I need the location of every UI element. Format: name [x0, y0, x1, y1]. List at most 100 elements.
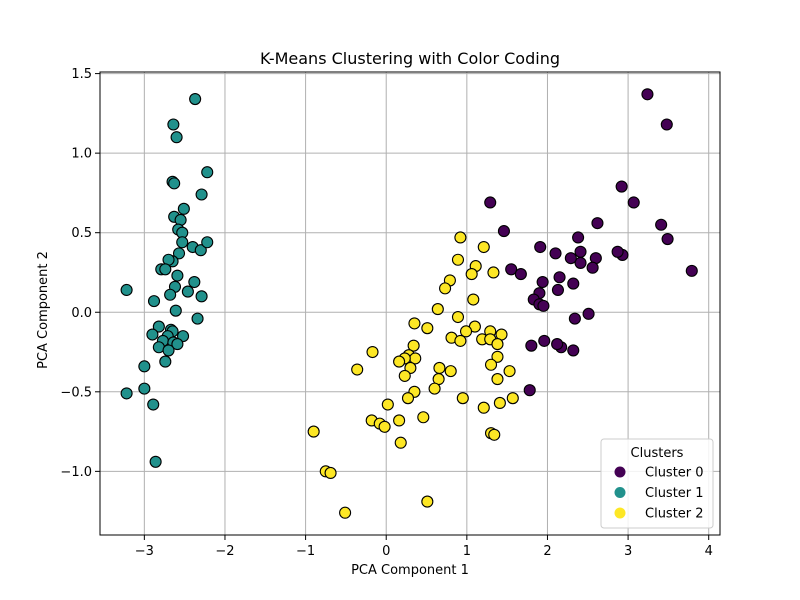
data-point — [421, 495, 434, 508]
data-point — [401, 392, 415, 405]
data-point — [194, 244, 207, 257]
x-tick-label: 1 — [463, 544, 471, 559]
data-point — [381, 398, 394, 411]
x-tick-label: 3 — [624, 544, 632, 559]
data-point — [398, 369, 411, 382]
data-point — [574, 256, 587, 269]
data-point — [159, 263, 172, 276]
data-point — [169, 304, 182, 317]
legend-items: Cluster 0 Cluster 1 Cluster 2 — [614, 466, 704, 522]
data-point — [465, 268, 478, 281]
data-point — [572, 231, 585, 244]
series-cluster-2 — [307, 231, 519, 519]
data-point — [201, 166, 214, 179]
data-point — [393, 414, 406, 427]
data-point — [176, 236, 189, 249]
data-point — [181, 285, 194, 298]
y-tick-label: 0.5 — [71, 226, 92, 241]
data-point — [171, 269, 184, 282]
data-point — [551, 283, 564, 297]
data-point — [564, 252, 577, 265]
data-point — [655, 218, 668, 231]
data-point — [488, 428, 501, 441]
data-point — [167, 118, 180, 131]
data-point — [491, 338, 504, 351]
data-point — [537, 299, 550, 312]
x-tick-label: −3 — [135, 544, 154, 559]
chart-title: K-Means Clustering with Color Coding — [260, 49, 560, 68]
data-point — [149, 455, 162, 468]
data-point — [431, 303, 444, 316]
data-point — [493, 396, 506, 409]
data-point — [538, 334, 551, 347]
data-point — [120, 387, 133, 400]
data-point — [171, 338, 184, 351]
x-tick-label: 2 — [543, 544, 551, 559]
data-point — [172, 247, 186, 260]
x-tick-label: −2 — [215, 544, 234, 559]
data-point — [162, 344, 175, 357]
data-point — [497, 225, 510, 238]
legend-box — [600, 438, 714, 529]
data-point — [195, 290, 208, 303]
data-point — [454, 231, 467, 244]
data-point — [615, 180, 628, 193]
data-point — [188, 275, 201, 289]
data-point — [439, 282, 452, 295]
data-point — [138, 360, 151, 373]
data-point — [417, 411, 430, 424]
y-axis-label: PCA Component 2 — [36, 251, 51, 369]
x-tick-label: 4 — [705, 544, 713, 559]
data-point — [660, 118, 673, 131]
data-point — [191, 312, 204, 325]
data-point — [553, 271, 566, 284]
x-axis-ticks: −3 −2 −1 0 1 2 3 4 — [135, 535, 713, 559]
data-point — [195, 188, 208, 201]
data-point — [568, 312, 581, 325]
y-tick-label: −0.5 — [60, 385, 92, 400]
data-point — [549, 247, 562, 260]
y-tick-label: 0.0 — [71, 306, 92, 321]
data-point — [366, 345, 379, 359]
series-cluster-0 — [484, 88, 698, 397]
data-point — [408, 317, 421, 330]
data-point — [582, 307, 595, 320]
legend-entry: Cluster 2 — [645, 507, 704, 522]
data-point — [170, 131, 183, 144]
data-point — [505, 263, 518, 276]
x-tick-label: −1 — [296, 544, 315, 559]
data-point — [433, 361, 446, 374]
legend-marker — [614, 507, 626, 519]
data-point — [567, 277, 580, 290]
y-tick-label: 1.0 — [71, 147, 92, 162]
data-point — [168, 177, 181, 190]
data-point — [491, 373, 504, 386]
data-point — [491, 350, 504, 363]
legend-marker — [614, 487, 626, 498]
data-point — [189, 92, 202, 106]
data-point — [393, 355, 406, 368]
legend: Clusters Cluster 0 Cluster 1 Cluster 2 — [600, 438, 714, 529]
data-point — [351, 363, 364, 376]
data-point — [201, 236, 214, 249]
data-point — [378, 420, 391, 433]
data-point — [514, 268, 527, 281]
data-point — [503, 365, 516, 378]
data-point — [454, 334, 467, 347]
data-point — [456, 392, 469, 405]
data-point — [164, 288, 177, 301]
data-point — [661, 233, 674, 246]
data-point — [525, 339, 538, 352]
data-point — [551, 338, 564, 351]
series-cluster-1 — [120, 92, 214, 468]
data-point — [407, 339, 420, 352]
legend-marker — [614, 466, 626, 478]
data-point — [574, 245, 587, 258]
data-point — [484, 196, 497, 209]
legend-entry: Cluster 1 — [645, 486, 704, 501]
data-point — [534, 240, 547, 254]
data-point — [477, 401, 490, 414]
data-point — [138, 382, 151, 395]
data-point — [536, 275, 549, 289]
